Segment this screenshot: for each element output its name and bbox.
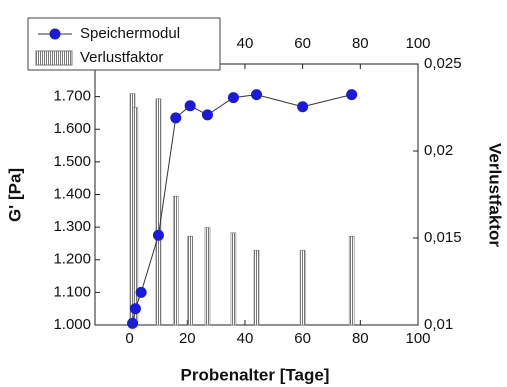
bar	[253, 249, 260, 326]
y-tick-label: 1.200	[53, 251, 91, 268]
legend-swatch	[35, 50, 73, 66]
bar	[299, 249, 306, 326]
x-tick-label: 80	[352, 330, 369, 347]
point	[297, 101, 309, 113]
point	[129, 303, 141, 315]
y-tick-label: 1.500	[53, 153, 91, 170]
x-top-tick-label: 100	[405, 35, 430, 52]
y-tick-label: 1.100	[53, 283, 91, 300]
x-tick-label: 100	[405, 330, 430, 347]
x-tick-label: 0	[125, 330, 133, 347]
legend: Speichermodul Verlustfaktor	[27, 17, 221, 71]
legend-label: Verlustfaktor	[80, 49, 163, 66]
x-axis-label: Probenalter [Tage]	[181, 365, 330, 384]
bar	[155, 98, 162, 326]
bar	[230, 232, 237, 326]
x-tick-label: 40	[237, 330, 254, 347]
line	[132, 94, 352, 324]
y-axis-label: G' [Pa]	[5, 168, 24, 222]
x-top-tick-label: 60	[294, 35, 311, 52]
y-tick-label: 1.300	[53, 218, 91, 235]
bar	[187, 235, 193, 326]
plot: 0020204040606080801001001.0001.1001.2001…	[53, 35, 461, 347]
legend-label: Speichermodul	[80, 25, 180, 42]
point	[346, 89, 358, 101]
point	[152, 229, 164, 241]
y2-axis-label: Verlustfaktor	[486, 143, 505, 247]
point	[227, 92, 239, 104]
x-top-tick-label: 40	[237, 35, 254, 52]
point	[135, 286, 147, 298]
y2-tick-label: 0,02	[424, 142, 453, 159]
y-tick-label: 1.000	[53, 316, 91, 333]
y-tick-label: 1.400	[53, 185, 91, 202]
point	[184, 100, 196, 112]
y2-tick-label: 0,025	[424, 55, 462, 72]
legend-marker	[49, 28, 61, 40]
x-tick-label: 20	[179, 330, 196, 347]
y-tick-label: 1.700	[53, 88, 91, 105]
y2-tick-label: 0,015	[424, 229, 462, 246]
point	[201, 109, 213, 121]
x-tick-label: 60	[294, 330, 311, 347]
bar	[348, 235, 355, 326]
point	[126, 317, 138, 329]
y2-tick-label: 0,01	[424, 316, 453, 333]
point	[251, 89, 262, 101]
point	[170, 112, 182, 124]
x-top-tick-label: 80	[352, 35, 369, 52]
bar	[172, 195, 179, 326]
y-tick-label: 1.600	[53, 120, 91, 137]
bar	[204, 227, 211, 326]
